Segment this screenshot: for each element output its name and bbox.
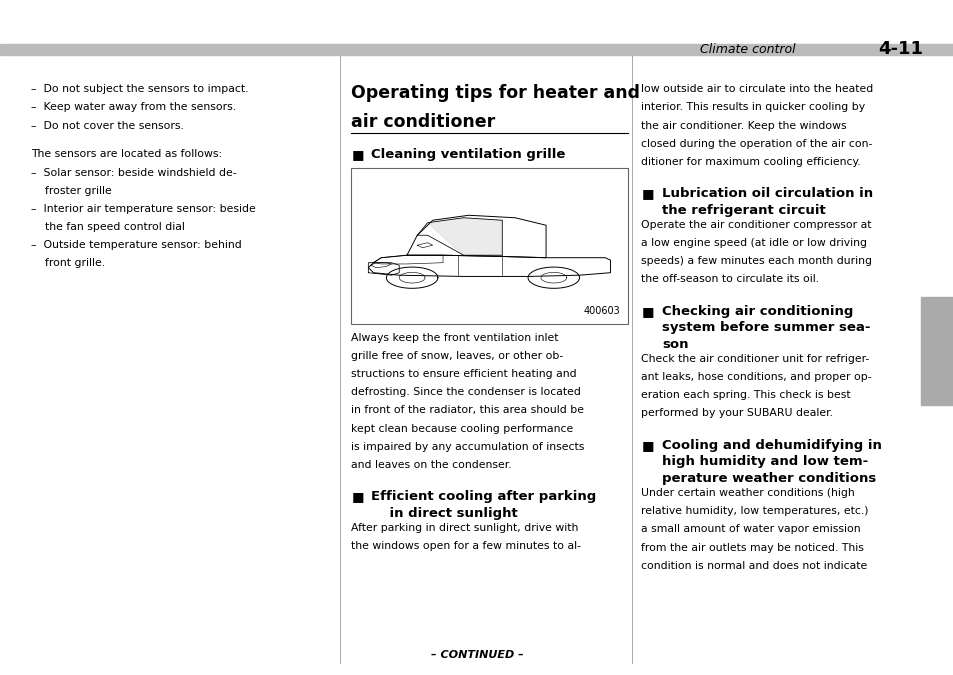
- Text: the fan speed control dial: the fan speed control dial: [31, 222, 185, 232]
- Text: Operating tips for heater and: Operating tips for heater and: [351, 84, 639, 103]
- Text: Efficient cooling after parking: Efficient cooling after parking: [371, 490, 596, 503]
- Text: structions to ensure efficient heating and: structions to ensure efficient heating a…: [351, 369, 577, 379]
- Text: Lubrication oil circulation in: Lubrication oil circulation in: [661, 187, 872, 200]
- Text: eration each spring. This check is best: eration each spring. This check is best: [640, 390, 850, 400]
- Text: speeds) a few minutes each month during: speeds) a few minutes each month during: [640, 256, 871, 266]
- Text: condition is normal and does not indicate: condition is normal and does not indicat…: [640, 561, 866, 570]
- Text: ■: ■: [352, 490, 364, 503]
- Text: ant leaks, hose conditions, and proper op-: ant leaks, hose conditions, and proper o…: [640, 373, 871, 382]
- Text: Cleaning ventilation grille: Cleaning ventilation grille: [371, 148, 565, 161]
- Text: kept clean because cooling performance: kept clean because cooling performance: [351, 424, 573, 433]
- Text: interior. This results in quicker cooling by: interior. This results in quicker coolin…: [640, 103, 864, 113]
- Bar: [351, 169, 627, 324]
- Text: 4-11: 4-11: [878, 40, 923, 59]
- Text: ■: ■: [641, 439, 654, 452]
- Text: Always keep the front ventilation inlet: Always keep the front ventilation inlet: [351, 333, 558, 343]
- Text: low outside air to circulate into the heated: low outside air to circulate into the he…: [640, 84, 872, 95]
- Text: the off-season to circulate its oil.: the off-season to circulate its oil.: [640, 274, 819, 284]
- Text: system before summer sea-: system before summer sea-: [661, 321, 870, 334]
- Text: relative humidity, low temperatures, etc.): relative humidity, low temperatures, etc…: [640, 506, 867, 516]
- Bar: [920, 297, 953, 405]
- Text: and leaves on the condenser.: and leaves on the condenser.: [351, 460, 511, 470]
- Text: ■: ■: [641, 304, 654, 317]
- Text: grille free of snow, leaves, or other ob-: grille free of snow, leaves, or other ob…: [351, 351, 562, 361]
- Text: Climate control: Climate control: [700, 43, 799, 56]
- Text: froster grille: froster grille: [31, 186, 112, 196]
- Text: –  Do not cover the sensors.: – Do not cover the sensors.: [31, 121, 184, 130]
- Text: The sensors are located as follows:: The sensors are located as follows:: [31, 149, 222, 159]
- Text: front grille.: front grille.: [31, 258, 106, 268]
- Text: ■: ■: [352, 148, 364, 161]
- Text: 400603: 400603: [582, 306, 619, 316]
- Text: the air conditioner. Keep the windows: the air conditioner. Keep the windows: [640, 121, 846, 130]
- Text: – CONTINUED –: – CONTINUED –: [430, 650, 523, 660]
- Text: performed by your SUBARU dealer.: performed by your SUBARU dealer.: [640, 408, 832, 418]
- Bar: [0, 44, 953, 55]
- Text: After parking in direct sunlight, drive with: After parking in direct sunlight, drive …: [351, 523, 578, 533]
- Text: air conditioner: air conditioner: [351, 113, 495, 131]
- Text: –  Outside temperature sensor: behind: – Outside temperature sensor: behind: [31, 240, 242, 250]
- Text: a small amount of water vapor emission: a small amount of water vapor emission: [640, 524, 860, 535]
- Text: Checking air conditioning: Checking air conditioning: [661, 304, 853, 317]
- Text: son: son: [661, 338, 688, 350]
- Text: from the air outlets may be noticed. This: from the air outlets may be noticed. Thi…: [640, 543, 863, 553]
- Text: Under certain weather conditions (high: Under certain weather conditions (high: [640, 488, 854, 498]
- Text: Check the air conditioner unit for refriger-: Check the air conditioner unit for refri…: [640, 354, 868, 364]
- Text: Operate the air conditioner compressor at: Operate the air conditioner compressor a…: [640, 220, 871, 230]
- Text: –  Interior air temperature sensor: beside: – Interior air temperature sensor: besid…: [31, 204, 256, 214]
- Text: is impaired by any accumulation of insects: is impaired by any accumulation of insec…: [351, 441, 584, 452]
- Text: –  Do not subject the sensors to impact.: – Do not subject the sensors to impact.: [31, 84, 249, 95]
- Text: closed during the operation of the air con-: closed during the operation of the air c…: [640, 138, 872, 148]
- Polygon shape: [427, 218, 501, 255]
- Text: the windows open for a few minutes to al-: the windows open for a few minutes to al…: [351, 541, 580, 551]
- Text: defrosting. Since the condenser is located: defrosting. Since the condenser is locat…: [351, 387, 580, 398]
- Text: a low engine speed (at idle or low driving: a low engine speed (at idle or low drivi…: [640, 238, 866, 248]
- Text: in front of the radiator, this area should be: in front of the radiator, this area shou…: [351, 406, 583, 416]
- Text: the refrigerant circuit: the refrigerant circuit: [661, 204, 825, 217]
- Text: perature weather conditions: perature weather conditions: [661, 472, 876, 485]
- Text: –  Keep water away from the sensors.: – Keep water away from the sensors.: [31, 103, 236, 113]
- Text: high humidity and low tem-: high humidity and low tem-: [661, 455, 867, 468]
- Text: ditioner for maximum cooling efficiency.: ditioner for maximum cooling efficiency.: [640, 157, 860, 167]
- Text: in direct sunlight: in direct sunlight: [371, 506, 517, 520]
- Text: ■: ■: [641, 187, 654, 200]
- Text: Cooling and dehumidifying in: Cooling and dehumidifying in: [661, 439, 881, 452]
- Text: –  Solar sensor: beside windshield de-: – Solar sensor: beside windshield de-: [31, 167, 237, 178]
